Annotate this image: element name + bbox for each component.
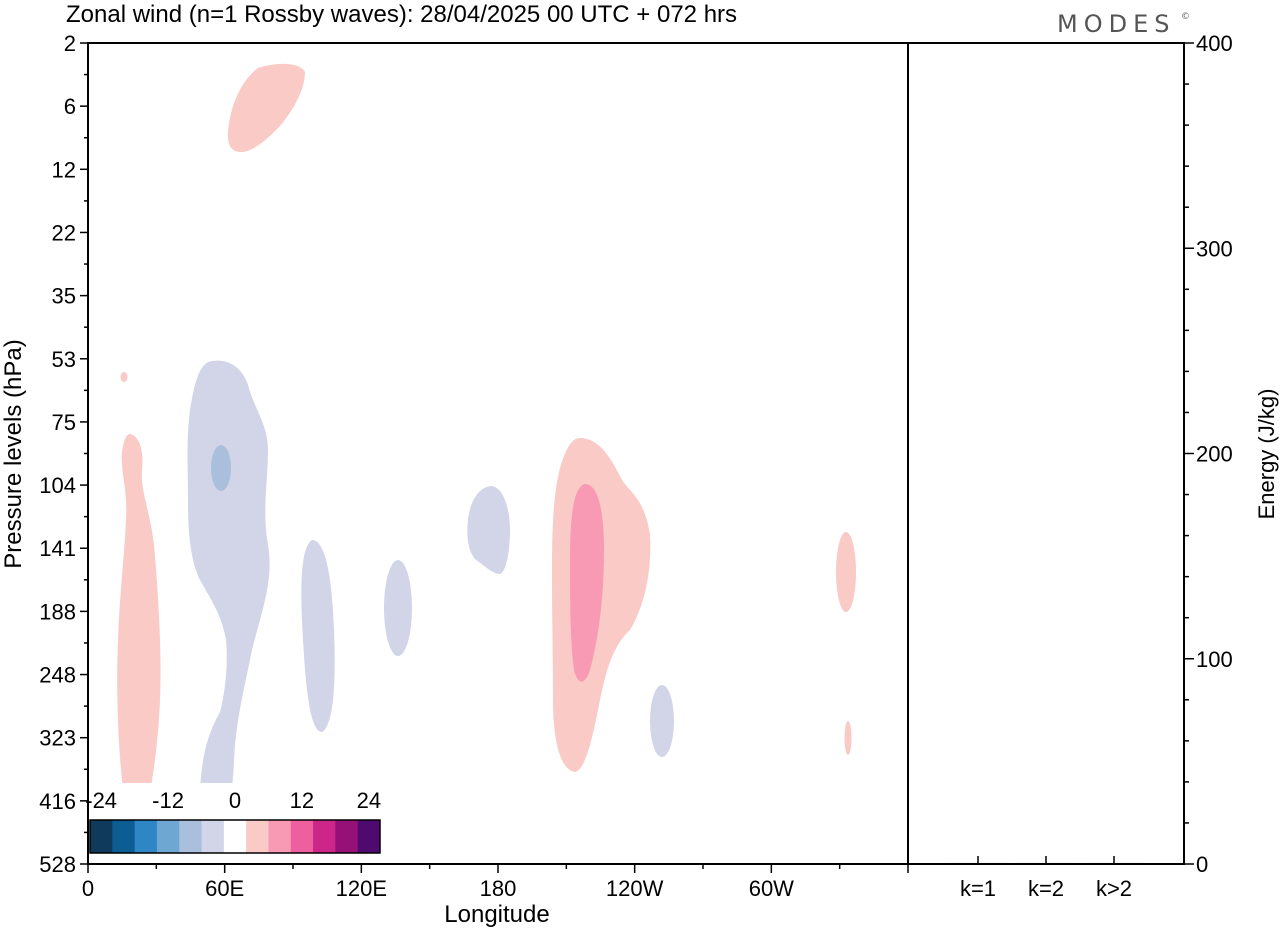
colorbar-label: 0 xyxy=(229,788,241,813)
colorbar-label: -12 xyxy=(152,788,184,813)
energy-panel-axes: 0 100 200 300 400 k=1 k=2 k>2 xyxy=(907,31,1233,901)
colorbar-frame xyxy=(89,819,381,854)
energy-tick-label: 200 xyxy=(1196,442,1233,467)
colorbar-swatch xyxy=(223,820,247,853)
contour-positive-dot xyxy=(120,372,128,382)
x-tick-label: 180 xyxy=(480,876,517,901)
y-axis-label: Pressure levels (hPa) xyxy=(0,339,27,568)
energy-axis-label: Energy (J/kg) xyxy=(1254,389,1279,520)
energy-bar-k>2 xyxy=(1084,862,1144,864)
colorbar-label: -24 xyxy=(85,788,117,813)
y-tick-label: 323 xyxy=(39,726,76,751)
y-tick-label: 248 xyxy=(39,663,76,688)
colorbar-swatch xyxy=(335,820,359,853)
contour-positive-45w-small xyxy=(844,721,852,755)
energy-tick-label: 100 xyxy=(1196,647,1233,672)
y-tick-label: 188 xyxy=(39,599,76,624)
y-tick-label: 104 xyxy=(39,473,76,498)
y-tick-label: 75 xyxy=(52,410,76,435)
y-tick-label: 22 xyxy=(52,220,76,245)
contour-positive-45w xyxy=(836,532,856,612)
contour-positive-strip-20e xyxy=(117,434,161,829)
energy-category-label: k=2 xyxy=(1028,876,1064,901)
colorbar-swatch xyxy=(313,820,336,853)
energy-tick-label: 0 xyxy=(1196,852,1208,877)
contour-negative-130w xyxy=(650,685,674,757)
x-tick-label: 120W xyxy=(606,876,664,901)
y-tick-label: 416 xyxy=(39,789,76,814)
energy-tick-label: 400 xyxy=(1196,31,1233,56)
y-tick-label: 2 xyxy=(64,31,76,56)
contour-field xyxy=(117,63,856,856)
energy-tick-label: 300 xyxy=(1196,236,1233,261)
y-tick-label: 35 xyxy=(52,284,76,309)
contour-negative-60e xyxy=(187,360,270,856)
y-tick-label: 528 xyxy=(39,852,76,877)
colorbar-swatch xyxy=(112,820,136,853)
energy-bar-k=2 xyxy=(1016,862,1076,864)
energy-category-label: k>2 xyxy=(1096,876,1132,901)
energy-bar-k=1 xyxy=(948,862,1008,864)
colorbar-swatch xyxy=(201,820,225,853)
x-tick-label: 120E xyxy=(336,876,387,901)
y-tick-label: 141 xyxy=(39,536,76,561)
contour-negative-90e xyxy=(301,540,335,732)
colorbar: -24 -12 0 12 24 xyxy=(82,783,384,863)
main-panel-axes: 0 60E 120E 180 120W 60W 2 6 12 22 35 53 75 104 141 188 2… xyxy=(39,31,909,901)
contour-positive-upper-60e xyxy=(227,63,305,153)
colorbar-swatch xyxy=(90,820,113,853)
contour-negative-140e xyxy=(384,560,412,656)
energy-category-label: k=1 xyxy=(960,876,996,901)
contour-negative-core-60e xyxy=(211,445,231,491)
colorbar-swatch xyxy=(156,820,180,853)
x-tick-label: 60E xyxy=(205,876,244,901)
colorbar-swatch xyxy=(179,820,203,853)
x-tick-label: 60W xyxy=(749,876,794,901)
contour-positive-core-150w xyxy=(570,484,604,682)
colorbar-swatch xyxy=(357,820,381,853)
colorbar-label: 24 xyxy=(357,788,381,813)
contour-negative-180 xyxy=(467,486,510,574)
modes-logo-mark: © xyxy=(1181,12,1196,22)
colorbar-swatch xyxy=(290,820,314,853)
colorbar-swatch xyxy=(268,820,292,853)
x-axis-label: Longitude xyxy=(444,901,549,928)
y-tick-label: 53 xyxy=(52,347,76,372)
modes-logo: MODES xyxy=(1057,10,1175,38)
colorbar-label: 12 xyxy=(290,788,314,813)
y-tick-label: 12 xyxy=(52,157,76,182)
colorbar-swatch xyxy=(246,820,269,853)
chart-title: Zonal wind (n=1 Rossby waves): 28/04/202… xyxy=(66,1,737,28)
x-tick-label: 0 xyxy=(82,876,94,901)
colorbar-swatch xyxy=(134,820,158,853)
y-tick-label: 6 xyxy=(64,94,76,119)
